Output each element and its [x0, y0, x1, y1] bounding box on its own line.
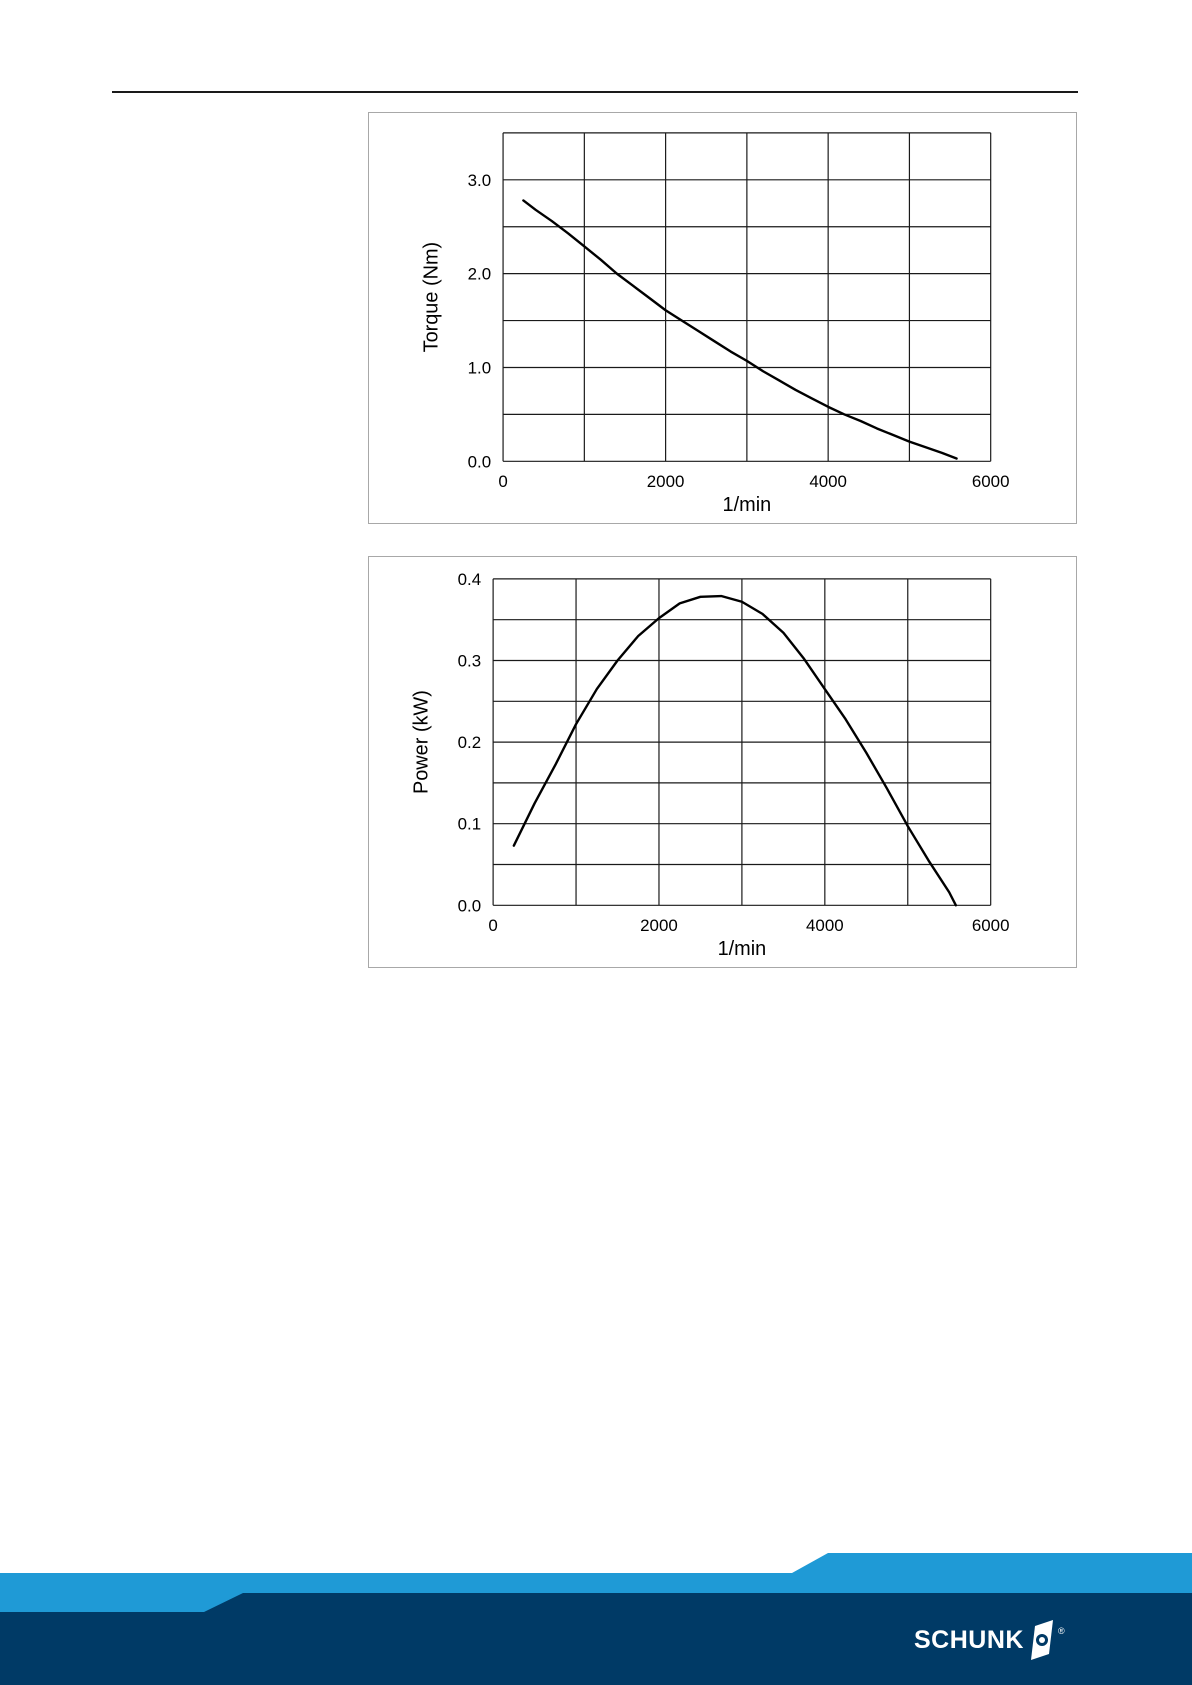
registered-mark: ®: [1057, 1626, 1065, 1636]
schunk-logo: SCHUNK ®: [914, 1615, 1065, 1665]
power-x-tick-label: 0: [488, 916, 497, 935]
torque-x-tick-label: 2000: [647, 472, 685, 491]
footer-dark-band: [0, 1593, 1192, 1685]
header-rule: [112, 91, 1078, 93]
power-chart: 0 2000 4000 6000 0.0 0.1 0.2 0.3 0.4 1/min Power (…: [410, 570, 1010, 960]
power-y-axis-label: Power (kW): [410, 690, 432, 794]
power-chart-frame: 0 2000 4000 6000 0.0 0.1 0.2 0.3 0.4 1/min Power (…: [368, 556, 1077, 968]
torque-y-tick-label: 3.0: [468, 171, 492, 190]
power-y-tick-label: 0.2: [458, 733, 482, 752]
power-y-tick-label: 0.4: [458, 570, 482, 589]
power-y-tick-label: 0.0: [458, 896, 482, 915]
torque-y-tick-label: 1.0: [468, 358, 492, 377]
torque-series-line: [522, 199, 958, 460]
power-x-tick-label: 6000: [972, 916, 1010, 935]
torque-x-tick-label: 0: [498, 472, 507, 491]
torque-y-axis-label: Torque (Nm): [420, 242, 442, 353]
torque-x-tick-label: 6000: [972, 472, 1010, 491]
power-y-tick-label: 0.1: [458, 815, 482, 834]
torque-y-tick-label: 0.0: [468, 452, 492, 471]
logo-wordmark: SCHUNK: [914, 1625, 1024, 1654]
torque-x-tick-label: 4000: [809, 472, 847, 491]
power-series-line: [512, 594, 958, 907]
power-y-tick-label: 0.3: [458, 651, 482, 670]
power-x-axis-label: 1/min: [718, 938, 767, 960]
power-x-tick-label: 2000: [640, 916, 678, 935]
schunk-logo-icon: [1030, 1620, 1053, 1660]
torque-chart: 0 2000 4000 6000 0.0 1.0 2.0 3.0 1/min Torque (Nm…: [420, 132, 1010, 516]
torque-chart-frame: 0 2000 4000 6000 0.0 1.0 2.0 3.0 1/min Torque (Nm…: [368, 112, 1077, 524]
torque-y-tick-label: 2.0: [468, 265, 492, 284]
power-x-tick-label: 4000: [806, 916, 844, 935]
footer-band: [0, 1540, 1192, 1685]
torque-x-axis-label: 1/min: [723, 494, 772, 516]
